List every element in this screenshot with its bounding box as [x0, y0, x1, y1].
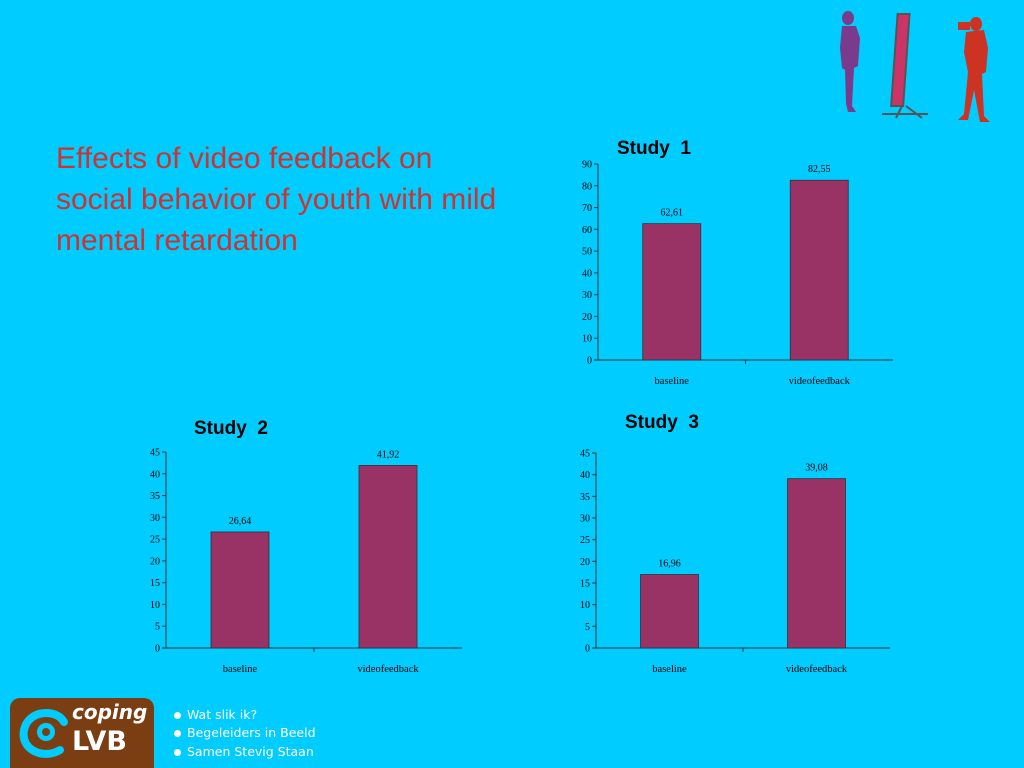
y-tick-label: 30: [582, 290, 592, 301]
y-tick-label: 40: [580, 470, 590, 481]
tagline-text: Begeleiders in Beeld: [187, 725, 316, 740]
y-tick-label: 35: [580, 492, 590, 503]
bar-videofeedback: [789, 179, 849, 361]
y-tick-label: 80: [582, 181, 592, 192]
y-tick-label: 30: [150, 513, 160, 524]
mirror-camera-figures-icon: [840, 11, 990, 122]
chart2-title: Study 2: [194, 418, 268, 439]
tagline-text: Samen Stevig Staan: [187, 744, 314, 759]
data-label: 26,64: [229, 516, 252, 527]
x-tick-label: videofeedback: [789, 376, 851, 387]
y-tick-label: 60: [582, 225, 592, 236]
y-tick-label: 5: [585, 622, 590, 633]
y-tick-label: 20: [582, 312, 592, 323]
x-tick-label: videofeedback: [786, 664, 848, 675]
bar-baseline: [642, 223, 702, 361]
y-tick-label: 20: [580, 557, 590, 568]
y-tick-label: 0: [155, 644, 160, 655]
y-tick-label: 45: [150, 448, 160, 459]
y-tick-label: 15: [150, 578, 160, 589]
x-tick-label: videofeedback: [357, 664, 419, 675]
x-tick-label: baseline: [652, 664, 687, 675]
tagline-1: Wat slik ik?: [174, 707, 257, 722]
tagline-3: Samen Stevig Staan: [174, 744, 314, 759]
y-tick-label: 50: [582, 247, 592, 258]
y-tick-label: 45: [580, 449, 590, 460]
y-tick-label: 90: [582, 160, 592, 171]
bullet-dot-icon: [174, 712, 181, 719]
y-tick-label: 40: [582, 268, 592, 279]
y-tick-label: 15: [580, 579, 590, 590]
data-label: 39,08: [805, 463, 828, 474]
x-tick-label: baseline: [655, 376, 690, 387]
coping-lvb-logo-icon: [19, 709, 68, 758]
data-label: 16,96: [658, 559, 681, 570]
bullet-dot-icon: [174, 749, 181, 756]
bar-videofeedback: [358, 465, 418, 649]
chart1-title: Study 1: [617, 138, 691, 159]
y-tick-label: 25: [150, 535, 160, 546]
data-label: 41,92: [377, 449, 400, 460]
chart3-title: Study 3: [625, 412, 699, 433]
tagline-text: Wat slik ik?: [187, 707, 258, 722]
y-tick-label: 35: [150, 491, 160, 502]
y-tick-label: 10: [580, 600, 590, 611]
logo-word-coping: coping: [72, 700, 148, 724]
y-tick-label: 25: [580, 535, 590, 546]
y-tick-label: 70: [582, 203, 592, 214]
x-tick-label: baseline: [223, 664, 258, 675]
bar-baseline: [640, 574, 699, 649]
logo-panel: [10, 698, 154, 768]
y-tick-label: 40: [150, 469, 160, 480]
logo-word-lvb: LVB: [72, 726, 127, 757]
tagline-2: Begeleiders in Beeld: [174, 725, 316, 740]
bar-videofeedback: [787, 478, 846, 649]
slide-title: Effects of video feedback on social beha…: [56, 142, 497, 257]
y-tick-label: 5: [155, 622, 160, 633]
y-tick-label: 10: [150, 600, 160, 611]
y-tick-label: 0: [587, 356, 592, 367]
y-tick-label: 20: [150, 556, 160, 567]
bar-baseline: [210, 531, 270, 649]
data-label: 62,61: [661, 208, 684, 219]
y-tick-label: 10: [582, 334, 592, 345]
y-tick-label: 0: [585, 644, 590, 655]
bullet-dot-icon: [174, 730, 181, 737]
data-label: 82,55: [808, 164, 831, 175]
y-tick-label: 30: [580, 514, 590, 525]
